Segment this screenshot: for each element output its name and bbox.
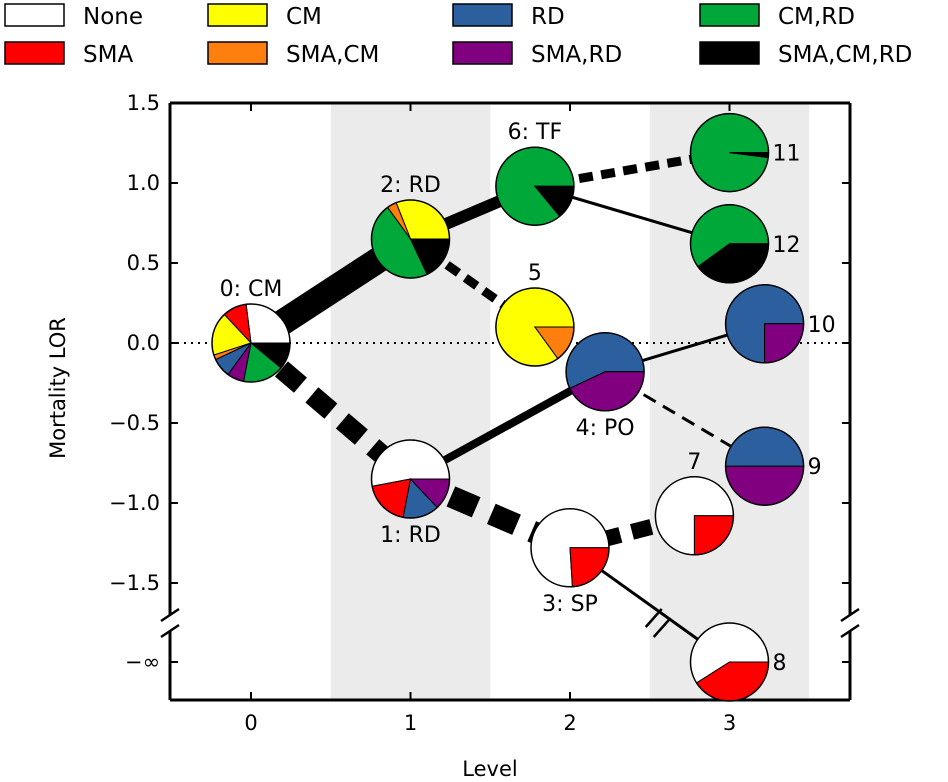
- y-tick-label: 0.0: [127, 331, 160, 355]
- pie-node-4: 4: PO: [565, 332, 645, 441]
- legend-label: SMA,RD: [531, 42, 622, 68]
- node-label: 9: [808, 455, 822, 480]
- legend-swatch: [4, 3, 65, 27]
- axis-break-mark: [160, 607, 180, 623]
- shaded-level-3: [649, 103, 810, 700]
- pie-node-10: 10: [724, 284, 836, 364]
- y-tick-label: 1.0: [127, 171, 160, 195]
- pie-node-9: 9: [724, 426, 822, 506]
- node-label: 12: [773, 233, 801, 258]
- axis-ticks: 1.51.00.50.0−0.5−1.0−1.5−∞0 1 2 3: [109, 91, 850, 735]
- pie-outline: [495, 287, 575, 367]
- legend-label: SMA: [83, 42, 133, 68]
- node-label: 5: [528, 261, 542, 286]
- pie-node-0: 0: CM: [211, 277, 291, 383]
- axis-break-mark: [840, 623, 860, 639]
- y-tick-label: −∞: [125, 650, 160, 674]
- x-tick-label: 2: [563, 711, 576, 735]
- pie-outline: [211, 303, 291, 383]
- pie-outline: [724, 426, 805, 506]
- pie-outline: [654, 476, 735, 556]
- legend-item-sma_rd: SMA,RD: [452, 41, 622, 68]
- legend-item-cm_rd: CM,RD: [699, 3, 855, 30]
- node-label: 6: TF: [508, 120, 563, 145]
- legend-swatch: [452, 41, 513, 65]
- pie-outline: [689, 112, 770, 193]
- pie-outline: [689, 622, 770, 702]
- node-label: 11: [773, 142, 801, 167]
- node-label: 4: PO: [576, 416, 635, 441]
- y-axis-label: Mortality LOR: [46, 317, 70, 459]
- pie-outline: [724, 284, 805, 364]
- x-tick-label: 1: [404, 711, 417, 735]
- x-tick-label: 3: [723, 711, 736, 735]
- legend-label: SMA,CM,RD: [778, 42, 912, 68]
- legend-item-cm: CM: [207, 3, 322, 30]
- legend-label: None: [83, 4, 143, 30]
- node-label: 7: [687, 450, 701, 475]
- node-label: 1: RD: [380, 523, 441, 548]
- pie-node-6: 6: TF: [495, 120, 575, 226]
- x-tick-label: 0: [244, 711, 257, 735]
- legend-swatch: [452, 3, 513, 27]
- y-tick-label: 0.5: [127, 251, 160, 275]
- legend-label: RD: [531, 4, 565, 30]
- legend-item-sma_cm: SMA,CM: [207, 41, 379, 68]
- edge-break-mark: [652, 618, 671, 638]
- y-tick-label: −0.5: [109, 411, 160, 435]
- legend-item-sma_cm_rd: SMA,CM,RD: [699, 41, 912, 68]
- legend-swatch: [699, 3, 760, 27]
- axis-break-mark: [160, 623, 180, 639]
- legend: None SMA CM SMA,CM RD SMA,RD CM,RD SMA,CM,RD: [4, 3, 912, 68]
- pie-nodes: 0: CM 1: RD 2: RD 3: SP 4: PO 5 6: TF 7 8 9 10 11 12: [211, 112, 836, 702]
- legend-item-none: None: [4, 3, 143, 30]
- pie-outline: [689, 204, 770, 284]
- node-label: 10: [808, 313, 836, 338]
- pie-node-3: 3: SP: [530, 508, 610, 617]
- pie-outline: [370, 439, 451, 519]
- x-axis-label: Level: [462, 757, 517, 781]
- pie-node-1: 1: RD: [370, 439, 451, 548]
- y-tick-label: −1.0: [109, 491, 160, 515]
- legend-swatch: [699, 41, 760, 65]
- pie-node-2: 2: RD: [370, 173, 451, 279]
- legend-item-rd: RD: [452, 3, 565, 30]
- axis-break-mark: [840, 607, 860, 623]
- legend-swatch: [207, 3, 268, 27]
- pie-node-12: 12: [689, 204, 801, 284]
- legend-swatch: [207, 41, 268, 65]
- legend-label: CM,RD: [778, 4, 855, 30]
- pie-outline: [530, 508, 610, 588]
- pie-node-8: 8: [689, 622, 787, 702]
- legend-item-sma: SMA: [4, 41, 133, 68]
- pie-outline: [495, 146, 575, 226]
- edge-break-mark: [644, 608, 663, 628]
- legend-label: SMA,CM: [286, 42, 379, 68]
- pie-node-5: 5: [495, 261, 575, 367]
- y-tick-label: 1.5: [127, 91, 160, 115]
- legend-swatch: [4, 41, 65, 65]
- pie-node-11: 11: [689, 112, 801, 193]
- pie-outline: [370, 199, 451, 279]
- pie-outline: [565, 332, 645, 412]
- node-label: 8: [773, 651, 787, 676]
- node-label: 3: SP: [542, 592, 598, 617]
- y-tick-label: −1.5: [109, 571, 160, 595]
- pie-node-7: 7: [654, 450, 735, 556]
- node-label: 2: RD: [380, 173, 441, 198]
- legend-label: CM: [286, 4, 322, 30]
- node-label: 0: CM: [220, 277, 283, 302]
